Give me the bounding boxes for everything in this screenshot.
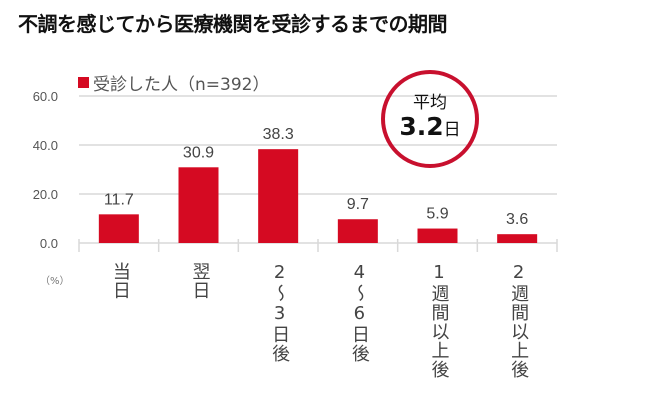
y-tick-label: 0.0 bbox=[40, 236, 58, 251]
y-tick-label: 20.0 bbox=[33, 187, 58, 202]
bar bbox=[417, 228, 458, 243]
x-category-label: 1週間以上後 bbox=[428, 262, 450, 379]
data-label: 9.7 bbox=[347, 196, 369, 213]
legend: 受診した人（n=392） bbox=[78, 70, 269, 95]
legend-swatch bbox=[78, 77, 89, 88]
y-tick-label: 40.0 bbox=[33, 138, 58, 153]
legend-label: 受診した人（n=392） bbox=[93, 75, 270, 95]
y-tick-label: 60.0 bbox=[33, 89, 58, 104]
x-category-label: 翌日 bbox=[189, 262, 211, 300]
x-category-label: 2週間以上後 bbox=[508, 262, 530, 379]
bar bbox=[178, 167, 219, 243]
x-category-label: 2～3日後 bbox=[269, 262, 291, 363]
x-category-label: 4～6日後 bbox=[348, 262, 370, 363]
bar bbox=[258, 149, 299, 243]
average-unit: 日 bbox=[443, 120, 461, 140]
data-label: 38.3 bbox=[263, 126, 294, 143]
bar bbox=[337, 219, 378, 243]
average-badge: 平均 3.2日 bbox=[381, 70, 479, 168]
average-value: 3.2 bbox=[399, 112, 444, 141]
data-label: 3.6 bbox=[506, 211, 528, 228]
average-label: 平均 bbox=[413, 93, 447, 113]
chart-title: 不調を感じてから医療機関を受診するまでの期間 bbox=[18, 12, 448, 36]
data-label: 11.7 bbox=[104, 191, 134, 208]
data-label: 30.9 bbox=[183, 144, 214, 161]
bar bbox=[497, 234, 538, 243]
data-label: 5.9 bbox=[426, 206, 448, 223]
y-unit-label: （%） bbox=[40, 276, 70, 287]
bar bbox=[98, 214, 139, 243]
x-category-label: 当日 bbox=[109, 262, 131, 300]
